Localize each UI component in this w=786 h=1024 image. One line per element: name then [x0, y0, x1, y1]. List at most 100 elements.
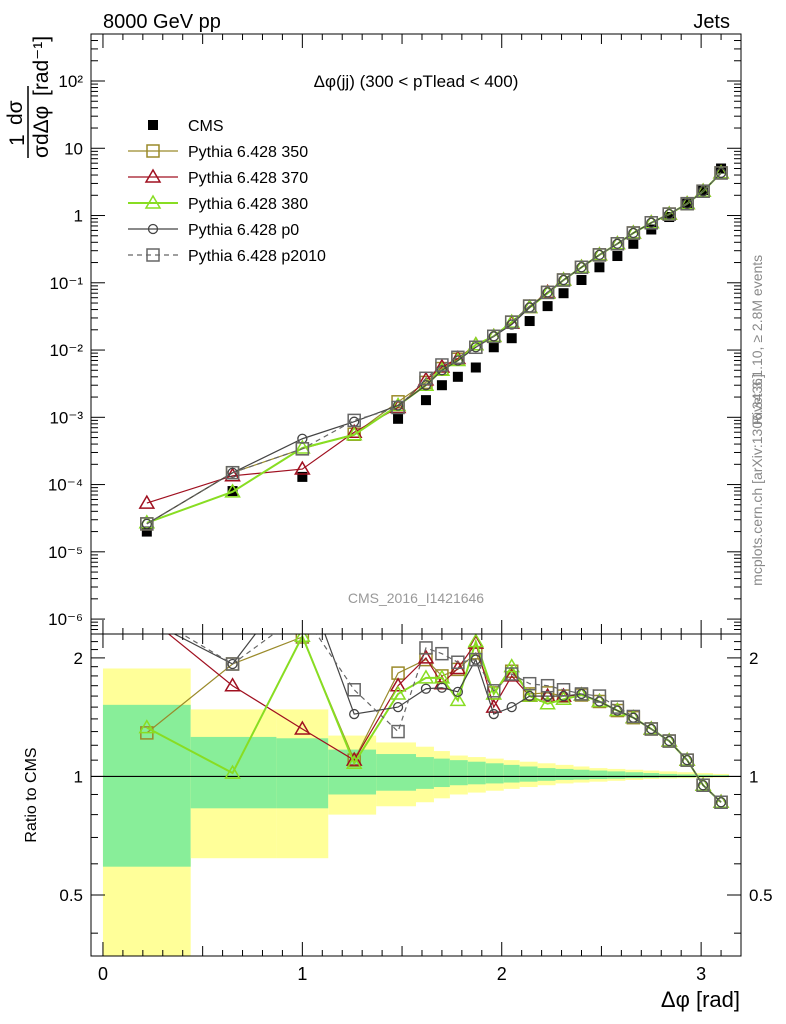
main-data-point [470, 342, 481, 353]
main-data-point [522, 299, 537, 313]
ratio-data-point [138, 719, 156, 734]
main-data-point [420, 380, 432, 391]
ratio-tick-label-left: 1 [74, 767, 83, 786]
ratio-data-point [612, 705, 623, 716]
main-data-point [141, 526, 152, 537]
main-data-point [506, 333, 517, 344]
ratio-data-point [347, 683, 361, 697]
ratio-data-point [389, 677, 407, 692]
main-data-point [345, 423, 363, 438]
main-data-point [594, 249, 605, 261]
band-inner [573, 769, 590, 780]
y-tick-label: 10⁻⁴ [48, 476, 83, 495]
ratio-data-point [470, 654, 481, 665]
main-data-point [225, 465, 240, 480]
ratio-data-point [556, 683, 571, 697]
ratio-data-point [142, 615, 151, 624]
legend-entry: Pythia 6.428 380 [128, 194, 308, 213]
main-data-point [556, 273, 571, 287]
main-data-point [433, 358, 451, 373]
header-left: 8000 GeV pp [103, 11, 221, 33]
main-data-point [697, 186, 709, 197]
ratio-data-point [506, 701, 517, 713]
main-data-point [612, 238, 623, 249]
legend-marker [147, 223, 159, 235]
ratio-data-point [419, 641, 433, 655]
main-data-point [524, 316, 535, 327]
main-data-point [435, 358, 449, 372]
ratio-data-point [539, 695, 556, 710]
main-data-point [646, 217, 657, 228]
main-data-point [470, 362, 481, 373]
ratio-data-point [451, 655, 465, 669]
ratio-data-point [576, 688, 587, 700]
main-data-point [664, 212, 675, 223]
main-data-point [644, 216, 659, 230]
ratio-data-point [225, 657, 240, 671]
main-data-point [488, 342, 499, 353]
ratio-data-point [504, 667, 519, 681]
ratio-data-point [487, 684, 501, 698]
ratio-data-point [682, 755, 693, 766]
ratio-data-point [715, 797, 727, 808]
main-title: Δφ(jj) (300 < pTlead < 400) [314, 72, 519, 91]
band-inner [503, 764, 520, 783]
legend-entry: Pythia 6.428 370 [128, 168, 308, 187]
ratio-data-point [392, 701, 404, 713]
main-data-point [227, 467, 238, 478]
ratio-data-point [436, 682, 448, 693]
ratio-data-point [574, 687, 589, 701]
main-series-5 [140, 166, 728, 531]
main-data-point [682, 198, 693, 209]
legend-label: Pythia 6.428 p0 [188, 222, 299, 239]
ratio-uncertainty-bands [91, 668, 741, 956]
ratio-tick-label-left: 2 [74, 649, 83, 668]
main-data-point [436, 380, 447, 391]
ratio-data-point [420, 683, 432, 694]
legend-label: Pythia 6.428 380 [188, 196, 308, 213]
ratio-data-point [389, 685, 407, 700]
main-data-point [610, 237, 625, 251]
main-data-point [558, 274, 569, 286]
legend: CMS Pythia 6.428 350 Pythia 6.428 370 Pythi… [128, 118, 326, 265]
main-data-point [452, 355, 464, 366]
main-data-point [628, 238, 639, 249]
ratio-data-point [488, 708, 499, 720]
band-inner [607, 771, 626, 779]
x-tick-label: 1 [297, 964, 307, 984]
main-data-point [487, 329, 501, 344]
ratio-data-point [540, 686, 555, 700]
y-title-denominator: σdΔφ [30, 106, 53, 158]
main-data-point [714, 166, 728, 180]
main-series-2 [138, 164, 730, 509]
main-data-point [504, 315, 519, 329]
header-right: Jets [693, 11, 730, 33]
mcplots-label: mcplots.cern.ch [arXiv:1306.3436] [749, 374, 765, 586]
ratio-data-point [610, 700, 625, 714]
ratio-data-point [485, 698, 503, 713]
y-tick-label: 10⁻⁵ [48, 543, 83, 562]
main-data-point [680, 196, 694, 211]
main-data-point [345, 426, 363, 441]
main-data-point [628, 227, 639, 239]
watermark: CMS_2016_I1421646 [348, 590, 484, 606]
main-data-point [138, 494, 156, 509]
band-inner [102, 704, 191, 867]
main-data-point [576, 262, 587, 273]
legend-label: CMS [188, 118, 224, 135]
main-data-point [542, 287, 553, 298]
ratio-data-point [417, 669, 435, 684]
legend-marker [144, 194, 162, 209]
ratio-data-point [141, 607, 153, 619]
legend-label: Pythia 6.428 350 [188, 144, 308, 161]
ratio-data-point [485, 685, 503, 700]
y-tick-label: 10⁻³ [49, 408, 83, 427]
y-title-unit: [rad⁻¹] [30, 36, 53, 96]
legend-entry: Pythia 6.428 p0 [128, 222, 299, 239]
main-data-point [696, 184, 710, 198]
main-data-point [294, 460, 311, 475]
ratio-data-point [227, 658, 238, 670]
ratio-series-line [180, 634, 722, 803]
